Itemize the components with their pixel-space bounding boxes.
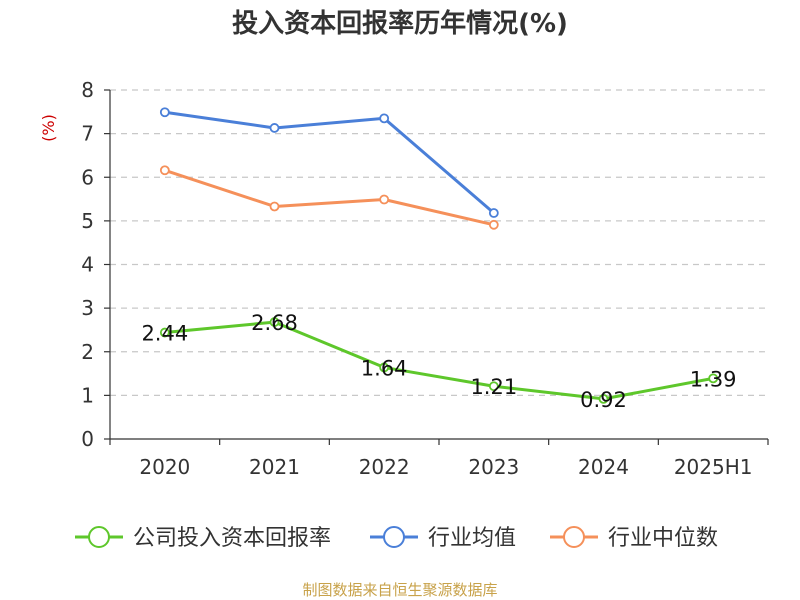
series-line [164,320,714,401]
series-0 [159,317,719,404]
y-axis-unit: (%) [39,114,58,142]
series-line [164,168,495,227]
x-tick-label: 2025H1 [674,455,753,479]
grid [110,89,768,396]
data-point [598,393,609,404]
legend-item-0[interactable]: 公司投入资本回报率 [75,526,331,551]
data-labels: 2.44 2.68 1.64 1.21 0.92 1.39 [141,311,736,412]
legend-label: 公司投入资本回报率 [133,526,331,551]
legend-marker [88,526,110,548]
data-point [379,362,390,373]
legend-marker [563,526,585,548]
x-tick-label: 2021 [249,455,300,479]
y-tick-label: 3 [81,296,94,320]
legend-label: 行业中位数 [608,526,718,551]
data-point [269,317,280,327]
data-point [379,113,390,124]
series-line [164,110,495,215]
y-tick-label: 0 [81,427,94,451]
data-point [379,194,390,205]
y-tick-label: 2 [81,340,94,364]
legend-marker [383,526,405,548]
data-label: 0.92 [580,388,627,412]
data-point [708,373,719,384]
data-label: 2.44 [141,322,188,346]
y-tick-label: 7 [81,122,94,146]
data-point [488,219,499,230]
y-tick-label: 1 [81,383,94,407]
x-tick-label: 2024 [578,455,629,479]
legend-item-2[interactable]: 行业中位数 [550,526,718,551]
data-point [488,381,499,392]
x-tick-label: 2020 [139,455,190,479]
y-tick-label: 8 [81,78,94,102]
source-note: 制图数据来自恒生聚源数据库 [302,581,497,599]
legend-label: 行业均值 [428,526,516,551]
chart-title: 投入资本回报率历年情况(%) [232,8,568,39]
data-point [159,327,170,338]
series-1 [159,107,499,218]
series-2 [159,165,499,230]
data-label: 1.21 [470,375,517,399]
data-point [488,208,499,218]
x-tick-label: 2023 [468,455,519,479]
x-tick-label: 2022 [359,455,410,479]
data-label: 1.39 [690,367,737,391]
legend[interactable]: 公司投入资本回报率 行业均值 行业中位数 [75,526,718,551]
data-point [269,123,280,133]
axes: 0 1 2 3 4 5 6 7 8 2020 2021 2022 2023 2024 2025H1 [81,78,769,479]
data-label: 2.68 [251,311,298,335]
data-point [159,165,170,176]
y-tick-label: 4 [81,253,94,277]
y-tick-label: 5 [81,209,94,233]
data-point [269,201,280,212]
data-label: 1.64 [361,356,408,380]
series-lines [159,107,719,404]
legend-item-1[interactable]: 行业均值 [370,526,516,551]
y-tick-label: 6 [81,165,94,189]
data-point [159,107,170,118]
